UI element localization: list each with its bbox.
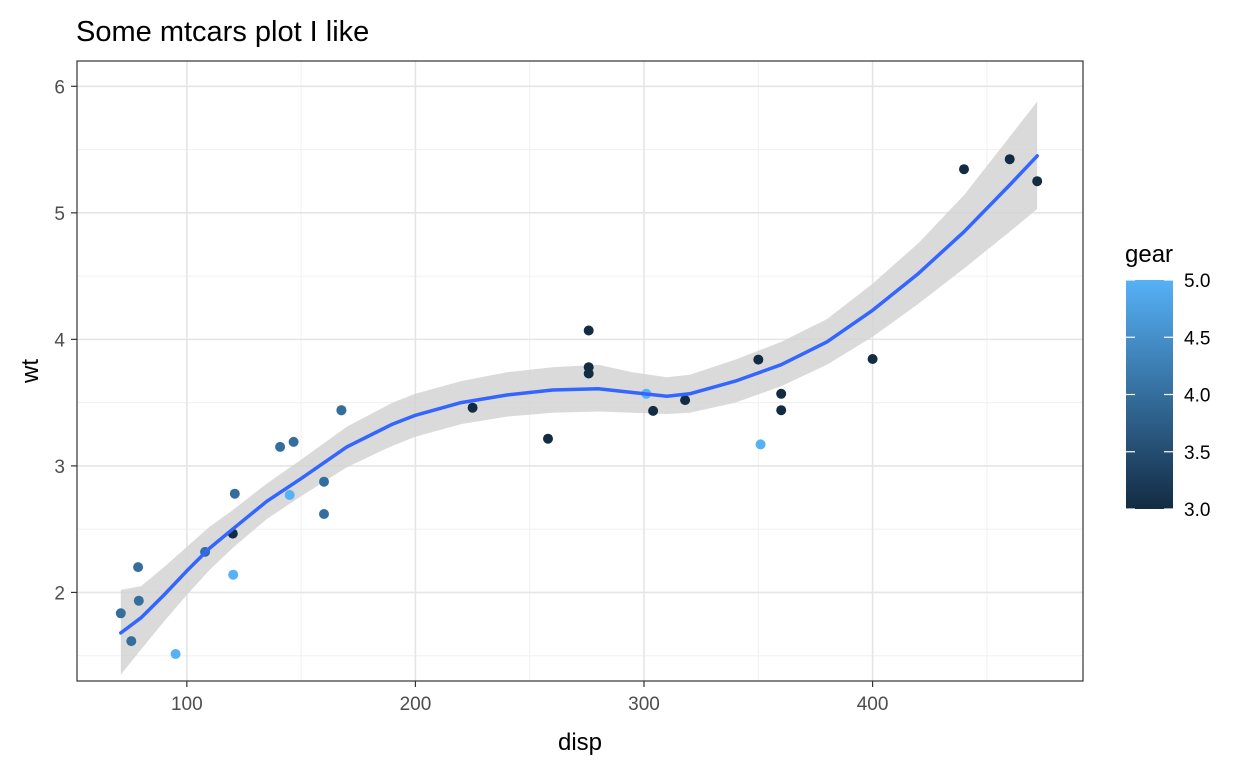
legend-title: gear	[1125, 241, 1173, 268]
data-point	[133, 595, 144, 606]
data-point	[284, 490, 295, 500]
data-point	[229, 488, 240, 499]
legend-ticks: 5.0 4.5 4.0 3.5 3.0	[1126, 271, 1210, 521]
data-point	[867, 354, 878, 364]
data-point	[648, 405, 659, 416]
plot-border	[76, 60, 1084, 682]
legend-label: 4.0	[1184, 386, 1210, 407]
data-point	[275, 441, 286, 452]
x-tick-label: 100	[171, 694, 203, 715]
data-point	[170, 649, 181, 659]
data-point	[288, 436, 299, 447]
data-point	[1032, 176, 1043, 187]
data-point	[319, 476, 329, 487]
plot-panel	[76, 60, 1084, 682]
legend-label: 3.0	[1184, 500, 1210, 521]
data-point	[126, 636, 137, 647]
data-point	[583, 325, 594, 336]
data-point	[776, 405, 787, 416]
y-tick-label: 5	[54, 204, 65, 225]
data-point	[543, 433, 553, 444]
data-point	[133, 562, 144, 573]
data-point	[583, 362, 594, 373]
y-axis: 2 3 4 5 6	[54, 77, 77, 604]
data-point	[959, 164, 969, 175]
legend-label: 5.0	[1184, 271, 1210, 292]
legend: gear 5.0 4.5 4.0 3.5 3.0	[1125, 241, 1210, 521]
data-point	[755, 439, 766, 450]
data-point	[115, 608, 126, 619]
data-points	[115, 154, 1043, 659]
data-point	[753, 354, 764, 365]
y-tick-label: 4	[54, 330, 65, 351]
y-tick-label: 3	[54, 457, 65, 478]
x-tick-label: 300	[628, 694, 660, 715]
smooth-line	[119, 154, 1039, 635]
y-tick-label: 6	[54, 77, 65, 98]
data-point	[680, 395, 691, 406]
data-point	[1004, 154, 1015, 165]
data-point	[336, 405, 347, 416]
chart-title: Some mtcars plot I like	[76, 16, 369, 48]
x-tick-label: 200	[400, 694, 432, 715]
legend-label: 4.5	[1184, 328, 1210, 349]
legend-label: 3.5	[1184, 443, 1210, 464]
data-point	[467, 402, 478, 413]
x-axis-title: disp	[558, 729, 602, 756]
x-axis: 100 200 300 400	[171, 681, 888, 715]
x-tick-label: 400	[857, 694, 889, 715]
data-point	[228, 569, 239, 580]
data-point	[319, 509, 329, 519]
y-tick-label: 2	[54, 583, 65, 604]
y-axis-title: wt	[17, 359, 44, 384]
data-point	[776, 388, 787, 399]
